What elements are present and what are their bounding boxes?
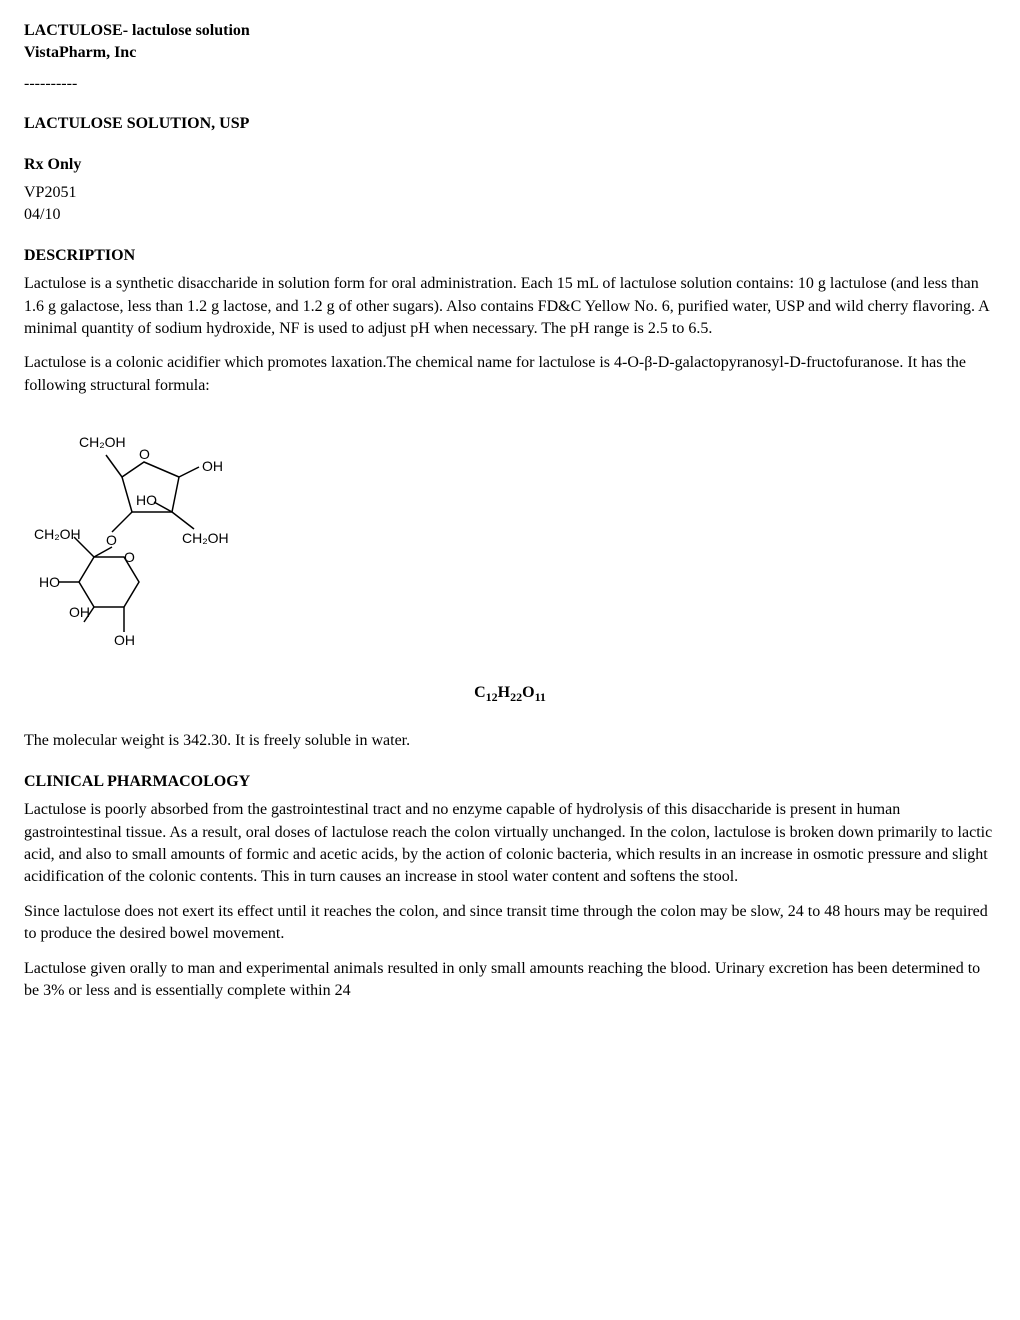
molecular-weight-line: The molecular weight is 342.30. It is fr…	[24, 730, 996, 752]
structural-formula: CH₂OH O OH HO CH₂OH CH₂OH O O HO OH OH	[24, 417, 996, 664]
description-para-1: Lactulose is a synthetic disaccharide in…	[24, 273, 996, 340]
clinical-para-2: Since lactulose does not exert its effec…	[24, 901, 996, 946]
product-line: LACTULOSE- lactulose solution	[24, 20, 996, 42]
label-ch2oh-top: CH₂OH	[79, 434, 126, 450]
clinical-para-1: Lactulose is poorly absorbed from the ga…	[24, 799, 996, 889]
label-ch2oh-right: CH₂OH	[182, 530, 229, 546]
label-ho-mid: HO	[136, 492, 157, 508]
label-oh-lower-left: OH	[69, 604, 90, 620]
mf-h: H	[498, 684, 510, 701]
main-title: LACTULOSE SOLUTION, USP	[24, 113, 996, 135]
molecular-formula: C12H22O11	[24, 682, 996, 706]
mf-c-sub: 12	[486, 691, 498, 705]
product-code: VP2051	[24, 182, 996, 204]
mf-h-sub: 22	[510, 691, 522, 705]
rx-only-label: Rx Only	[24, 154, 996, 176]
label-oh-bottom: OH	[114, 632, 135, 648]
label-ho-left: HO	[39, 574, 60, 590]
company-name: VistaPharm, Inc	[24, 42, 996, 64]
date: 04/10	[24, 204, 996, 226]
clinical-heading: CLINICAL PHARMACOLOGY	[24, 771, 996, 793]
label-oh-top-right: OH	[202, 458, 223, 474]
label-o-ring-top: O	[139, 446, 150, 462]
label-o-glyco-2: O	[124, 549, 135, 565]
mf-o-sub: 11	[535, 691, 546, 705]
clinical-para-3: Lactulose given orally to man and experi…	[24, 958, 996, 1003]
description-para-2: Lactulose is a colonic acidifier which p…	[24, 352, 996, 397]
label-o-glyco-1: O	[106, 532, 117, 548]
mf-c: C	[474, 684, 486, 701]
molecule-svg: CH₂OH O OH HO CH₂OH CH₂OH O O HO OH OH	[24, 417, 264, 657]
description-heading: DESCRIPTION	[24, 245, 996, 267]
separator-dashes: ----------	[24, 73, 996, 95]
label-ch2oh-left: CH₂OH	[34, 526, 81, 542]
mf-o: O	[522, 684, 534, 701]
